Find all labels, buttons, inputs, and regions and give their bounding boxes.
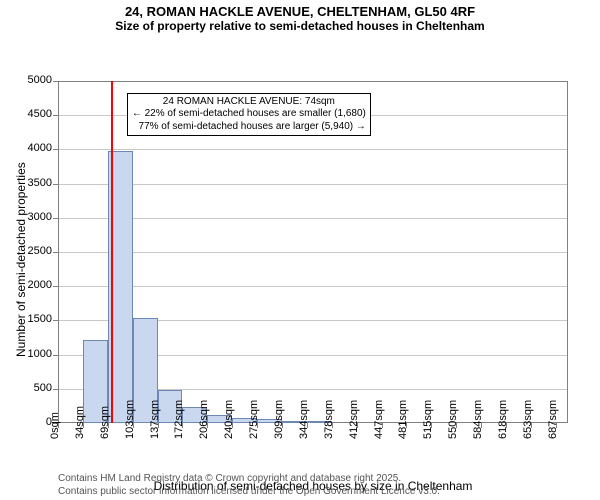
y-tick-label: 1000: [16, 348, 52, 360]
property-marker-line: [111, 81, 113, 423]
y-tick-label: 0: [16, 416, 52, 428]
gridline: [58, 149, 568, 150]
y-tick-label: 4000: [16, 142, 52, 154]
footer-line-2: Contains public sector information licen…: [58, 486, 440, 499]
annotation-box: 24 ROMAN HACKLE AVENUE: 74sqm← 22% of se…: [127, 93, 371, 137]
y-tick-label: 2500: [16, 245, 52, 257]
chart-title-main: 24, ROMAN HACKLE AVENUE, CHELTENHAM, GL5…: [0, 4, 600, 19]
y-tick-label: 3000: [16, 211, 52, 223]
plot-area: 24 ROMAN HACKLE AVENUE: 74sqm← 22% of se…: [58, 81, 568, 423]
footer-line-1: Contains HM Land Registry data © Crown c…: [58, 473, 440, 486]
gridline: [58, 184, 568, 185]
annotation-line: ← 22% of semi-detached houses are smalle…: [132, 108, 366, 121]
gridline: [58, 252, 568, 253]
axis-border: [567, 81, 568, 423]
y-tick-label: 1500: [16, 313, 52, 325]
gridline: [58, 286, 568, 287]
y-tick-label: 5000: [16, 74, 52, 86]
gridline: [58, 218, 568, 219]
y-tick-label: 3500: [16, 177, 52, 189]
chart-title-sub: Size of property relative to semi-detach…: [0, 19, 600, 33]
annotation-line: 24 ROMAN HACKLE AVENUE: 74sqm: [132, 96, 366, 109]
axis-border: [58, 81, 568, 82]
y-tick-label: 4500: [16, 108, 52, 120]
y-tick-label: 500: [16, 382, 52, 394]
chart-footer: Contains HM Land Registry data © Crown c…: [58, 473, 440, 498]
annotation-line: 77% of semi-detached houses are larger (…: [132, 121, 366, 134]
y-tick-label: 2000: [16, 279, 52, 291]
axis-border: [58, 81, 59, 423]
y-axis-label: Number of semi-detached properties: [14, 162, 28, 357]
